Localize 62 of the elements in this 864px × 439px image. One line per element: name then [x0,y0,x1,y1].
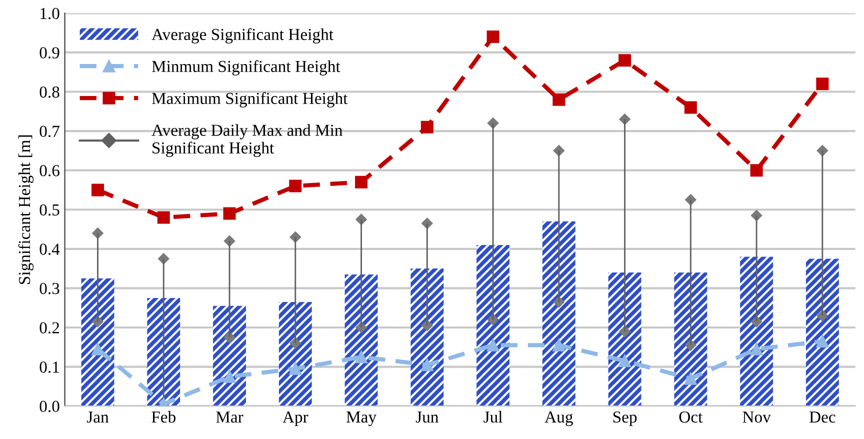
bar [344,274,378,406]
point [486,30,500,43]
x-tick-label: Jul [484,410,502,423]
legend-label: Average Significant Height [152,28,334,44]
x-tick-label: Jun [416,412,438,423]
bar [806,258,839,406]
y-tick-label: 0.2 [40,322,60,334]
x-tick-label: Aug [544,411,573,426]
x-tick-label: Nov [742,412,771,423]
y-tick-label: 1.0 [40,8,60,20]
x-tick-label: Mar [216,412,244,423]
point [552,93,566,106]
bar [278,302,312,406]
point [750,164,763,177]
y-tick-label: 0.1 [40,361,59,373]
point [552,338,566,352]
y-tick-label: 0.7 [40,126,60,138]
y-tick-label: 0.4 [40,244,60,255]
bar [81,278,114,406]
x-tick-label: Dec [809,412,836,423]
point [355,176,368,188]
point [816,334,829,348]
point [684,101,697,114]
x-tick-label: Jan [86,412,109,423]
x-tick-label: Apr [282,412,308,426]
point [486,338,500,352]
y-tick-label: 0.5 [40,204,60,216]
bar [542,221,576,406]
x-tick-label: May [346,412,376,426]
y-axis-title: Significant Height [m] [18,135,34,284]
legend-label: Minmum Significant Height [152,60,340,76]
y-tick-label: 0.9 [40,47,60,58]
bar [608,272,642,406]
bar [674,272,708,406]
point [223,207,236,220]
y-tick-label: 0.3 [40,282,60,294]
point [420,358,434,372]
point [420,120,434,134]
point [816,78,829,90]
point [684,372,697,385]
x-tick-label: Oct [679,411,703,423]
legend-label: Average Daily Max and Min Significant Height [152,124,343,157]
point [750,342,763,356]
bar [410,268,444,406]
point [91,184,104,196]
y-tick-label: 0.8 [40,86,60,98]
bar [476,244,510,406]
point [289,180,302,192]
x-tick-label: Sep [613,411,637,426]
x-tick-label: Feb [152,410,176,423]
y-tick-label: 0.6 [40,165,60,176]
point [618,54,632,67]
y-tick-label: 0.0 [40,400,60,412]
legend-label: Maximum Significant Height [152,92,348,108]
bar [213,306,246,406]
point [618,354,632,368]
point [223,370,236,383]
bar [740,256,774,406]
point [289,362,302,375]
point [157,211,170,224]
bar [147,298,180,406]
point [355,350,368,364]
